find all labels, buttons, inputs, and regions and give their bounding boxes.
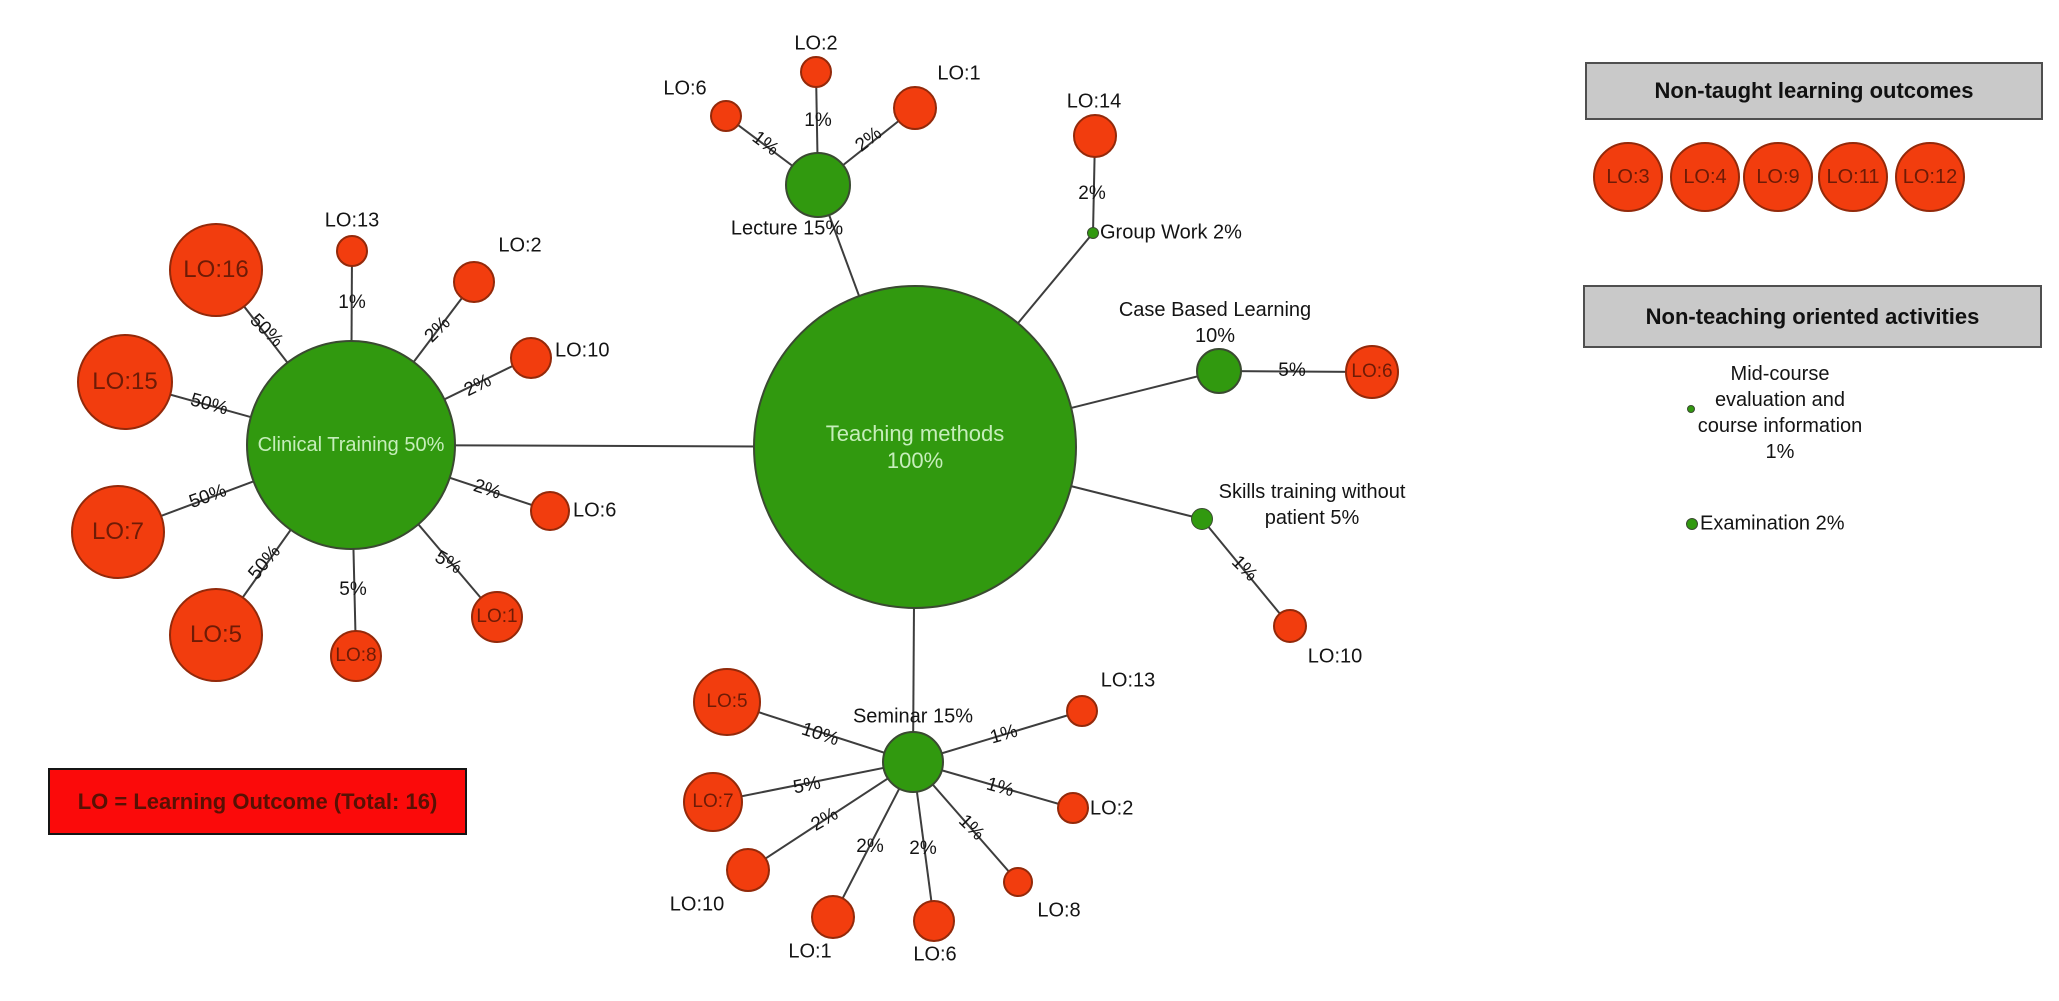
casebased-lo6-label: LO:6	[1351, 361, 1393, 382]
clinical-lo1-label: LO:1	[476, 606, 518, 627]
nontaught-lo4-node: LO:4	[1670, 142, 1740, 212]
clinical-lo1-node: LO:1	[471, 591, 523, 643]
skills-training-label: Skills training without patient 5%	[1218, 481, 1406, 529]
casebased-lo6-node: LO:6	[1345, 345, 1399, 399]
clinical-lo6-label: LO:6	[573, 499, 617, 522]
lecture-lo1-node	[893, 86, 937, 130]
nontaught-lo12-label: LO:12	[1902, 165, 1958, 188]
clinical-lo7-node: LO:7	[71, 485, 165, 579]
clinical-lo13-label: LO:13	[324, 209, 380, 232]
seminar-lo13-label: LO:13	[1100, 669, 1156, 692]
non-taught-title: Non-taught learning outcomes	[1654, 78, 1974, 103]
seminar-lo10-label: LO:10	[669, 893, 725, 916]
nontaught-lo11-node: LO:11	[1818, 142, 1888, 212]
non-taught-header: Non-taught learning outcomes	[1585, 62, 2043, 120]
seminar-lo1-label: LO:1	[788, 940, 832, 963]
legend-box: LO = Learning Outcome (Total: 16)	[48, 768, 467, 835]
clinical-lo8-label: LO:8	[335, 645, 377, 666]
skills-lo10-label: LO:10	[1307, 645, 1363, 668]
seminar-lo6-node	[913, 900, 955, 942]
seminar-lo2-node	[1057, 792, 1089, 824]
clinical-lo5-label: LO:5	[189, 621, 243, 648]
clinical-lo10-label: LO:10	[555, 339, 610, 362]
lecture-lo2-label: LO:2	[794, 32, 838, 55]
clinical-lo15-label: LO:15	[92, 368, 158, 395]
nontaught-lo9-label: LO:9	[1756, 165, 1800, 188]
group-work-label: Group Work 2%	[1100, 221, 1242, 244]
clinical-lo10-node	[510, 337, 552, 379]
skills-training-node	[1191, 508, 1213, 530]
pct-seminar-lo1: 2%	[856, 836, 884, 857]
pct-lecture-lo2: 1%	[804, 110, 832, 131]
clinical-training-label: Clinical Training 50%	[257, 433, 445, 456]
clinical-lo16-label: LO:16	[183, 256, 249, 283]
clinical-lo2-label: LO:2	[498, 234, 542, 257]
mid-course-label: Mid-course evaluation and course informa…	[1697, 363, 1863, 463]
clinical-lo8-node: LO:8	[330, 630, 382, 682]
groupwork-lo14-label: LO:14	[1066, 90, 1122, 113]
lecture-lo6-node	[710, 100, 742, 132]
case-based-learning-label: Case Based Learning 10%	[1118, 299, 1312, 347]
lecture-lo6-label: LO:6	[663, 77, 707, 100]
clinical-lo2-node	[453, 261, 495, 303]
seminar-label: Seminar 15%	[852, 705, 974, 728]
examination-label: Examination 2%	[1700, 512, 1845, 535]
nontaught-lo3-node: LO:3	[1593, 142, 1663, 212]
edge-seminar-lo10	[747, 761, 914, 871]
nontaught-lo4-label: LO:4	[1683, 165, 1727, 188]
seminar-lo8-node	[1003, 867, 1033, 897]
non-teaching-title: Non-teaching oriented activities	[1645, 303, 1980, 329]
seminar-lo2-label: LO:2	[1090, 797, 1134, 820]
groupwork-lo14-node	[1073, 114, 1117, 158]
legend-label: LO = Learning Outcome (Total: 16)	[77, 788, 438, 814]
teaching-methods-node: Teaching methods 100%	[753, 285, 1077, 609]
case-based-learning-node	[1196, 348, 1242, 394]
mid-course-dot	[1687, 405, 1695, 413]
seminar-lo6-label: LO:6	[913, 943, 957, 966]
clinical-lo16-node: LO:16	[169, 223, 263, 317]
clinical-lo7-label: LO:7	[91, 518, 145, 545]
seminar-lo10-node	[726, 848, 770, 892]
pct-seminar-lo6: 2%	[909, 838, 937, 859]
seminar-lo13-node	[1066, 695, 1098, 727]
examination-dot	[1686, 518, 1698, 530]
nontaught-lo11-label: LO:11	[1826, 165, 1880, 188]
lecture-lo2-node	[800, 56, 832, 88]
nontaught-lo9-node: LO:9	[1743, 142, 1813, 212]
clinical-lo13-node	[336, 235, 368, 267]
pct-casebased-lo6: 5%	[1278, 360, 1306, 381]
edge-skills-lo10	[1201, 518, 1291, 627]
seminar-lo7-label: LO:7	[692, 791, 734, 812]
pct-clinical-lo13: 1%	[338, 292, 366, 313]
seminar-lo5-label: LO:5	[706, 691, 748, 712]
clinical-lo5-node: LO:5	[169, 588, 263, 682]
nontaught-lo3-label: LO:3	[1606, 165, 1650, 188]
seminar-node	[882, 731, 944, 793]
seminar-lo8-label: LO:8	[1037, 899, 1081, 922]
lecture-lo1-label: LO:1	[937, 62, 981, 85]
nontaught-lo12-node: LO:12	[1895, 142, 1965, 212]
lecture-node	[785, 152, 851, 218]
teaching-methods-label: Teaching methods 100%	[825, 420, 1005, 474]
clinical-lo15-node: LO:15	[77, 334, 173, 430]
seminar-lo5-node: LO:5	[693, 668, 761, 736]
pct-groupwork-lo14: 2%	[1078, 183, 1106, 204]
lecture-label: Lecture 15%	[730, 217, 844, 240]
seminar-lo7-node: LO:7	[683, 772, 743, 832]
edge-seminar-lo7	[712, 761, 914, 803]
non-teaching-header: Non-teaching oriented activities	[1583, 285, 2042, 348]
clinical-lo6-node	[530, 491, 570, 531]
seminar-lo1-node	[811, 895, 855, 939]
group-work-node	[1087, 227, 1099, 239]
clinical-training-node: Clinical Training 50%	[246, 340, 456, 550]
skills-lo10-node	[1273, 609, 1307, 643]
pct-clinical-lo8: 5%	[339, 579, 367, 600]
